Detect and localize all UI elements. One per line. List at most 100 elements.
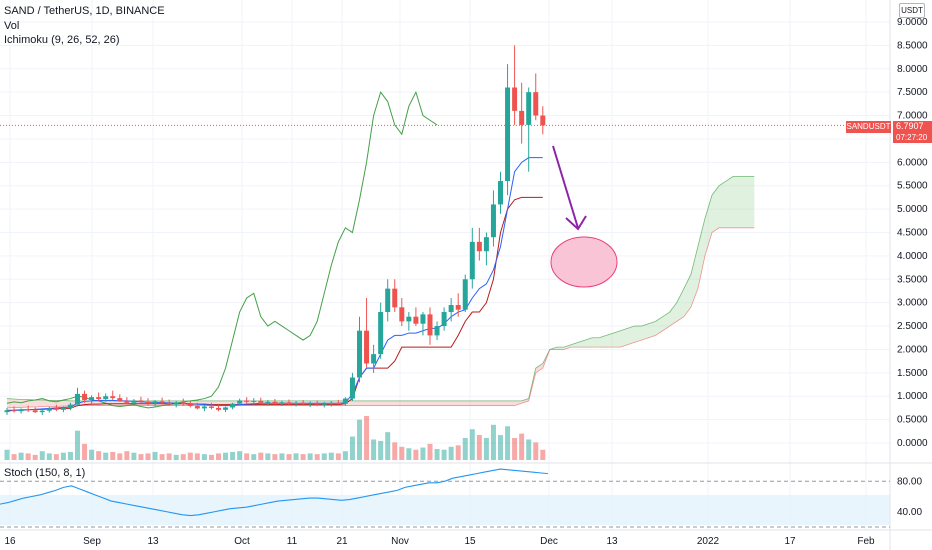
- y-tick-label: 2.0000: [897, 344, 928, 355]
- candle-body: [462, 279, 468, 310]
- cloud-segment: [422, 400, 430, 406]
- volume-bar: [194, 453, 200, 460]
- candle-body: [342, 398, 348, 404]
- y-tick-label: 8.0000: [897, 64, 928, 75]
- candle-body: [32, 410, 38, 413]
- candle-body: [251, 400, 257, 402]
- volume-bar: [187, 452, 193, 460]
- cloud-segment: [719, 181, 727, 228]
- volume-bar: [216, 453, 221, 460]
- candle-body: [46, 408, 52, 411]
- stoch-legend[interactable]: Stoch (150, 8, 1): [4, 467, 86, 479]
- volume-bar: [342, 451, 348, 460]
- x-tick-label: Sep: [83, 536, 101, 547]
- candle-body: [335, 402, 341, 404]
- ichimoku-legend[interactable]: Ichimoku (9, 26, 52, 26): [4, 34, 120, 46]
- candle-body: [540, 115, 546, 126]
- volume-bar: [286, 454, 292, 460]
- volume-bar: [152, 451, 158, 460]
- volume-bar: [328, 452, 334, 460]
- candle-body: [201, 406, 207, 409]
- volume-bar: [237, 451, 243, 460]
- y-tick-label: 1.0000: [897, 391, 928, 402]
- candle-body: [392, 288, 398, 308]
- volume-bar: [159, 454, 165, 460]
- volume-bar: [533, 442, 539, 460]
- volume-bar: [32, 454, 38, 460]
- cloud-segment: [437, 400, 445, 406]
- volume-bar: [357, 419, 362, 460]
- cloud-segment: [627, 326, 635, 345]
- cloud-segment: [571, 342, 579, 348]
- y-tick-label: 3.0000: [897, 298, 928, 309]
- x-tick-label: Oct: [234, 536, 250, 547]
- candle-body: [60, 407, 66, 410]
- candle-body: [498, 181, 503, 205]
- y-tick-label: 7.5000: [897, 87, 928, 98]
- candle-body: [357, 330, 362, 378]
- candle-body: [476, 241, 482, 252]
- volume-bar: [244, 453, 250, 460]
- stochastic-pane: 80.00 40.00: [0, 468, 922, 528]
- cloud-segment: [592, 337, 600, 348]
- candle-body: [152, 401, 158, 404]
- leading-span-b: [6, 227, 755, 409]
- volume-bar: [483, 438, 489, 460]
- cloud-segment: [387, 400, 395, 406]
- volume-bar: [364, 416, 370, 460]
- volume-bar: [166, 453, 172, 460]
- cloud-segment: [56, 400, 64, 407]
- cloud-segment: [458, 400, 466, 406]
- candle-body: [216, 407, 221, 410]
- annotations: [550, 145, 618, 288]
- y-tick-label: 0.5000: [897, 415, 928, 426]
- candle-body: [194, 406, 200, 409]
- volume-bar: [4, 449, 10, 460]
- candle-body: [103, 396, 109, 400]
- volume-bar: [490, 424, 496, 460]
- y-tick-label: 2.5000: [897, 321, 928, 332]
- candle-body: [82, 393, 88, 400]
- prediction-arrow: [552, 145, 579, 229]
- base-line: [7, 196, 543, 411]
- volume-bar: [46, 453, 52, 460]
- volume-bar: [540, 449, 546, 460]
- volume-bar: [75, 430, 80, 460]
- cloud-segment: [641, 323, 649, 341]
- candle-body: [406, 316, 412, 322]
- x-tick-label: 17: [784, 536, 796, 547]
- cloud-segment: [599, 335, 607, 348]
- volume-bar: [413, 449, 419, 460]
- volume-bars: [4, 416, 546, 460]
- x-tick-label: 15: [464, 536, 476, 547]
- cloud-segment: [726, 176, 734, 228]
- volume-bar: [96, 451, 102, 460]
- y-tick-label: 1.5000: [897, 368, 928, 379]
- volume-bar: [505, 426, 511, 460]
- candle-body: [385, 288, 391, 313]
- cloud-segment: [740, 176, 748, 228]
- y-tick-label: 6.0000: [897, 157, 928, 168]
- cloud-segment: [556, 347, 564, 350]
- volume-bar: [124, 451, 130, 460]
- chart-title[interactable]: SAND / TetherUS, 1D, BINANCE: [4, 5, 165, 17]
- ichimoku-lines: [6, 90, 543, 412]
- cloud-segment: [648, 321, 656, 338]
- volume-bar: [314, 454, 320, 460]
- cloud-segment: [465, 400, 473, 406]
- volume-bar: [208, 454, 214, 460]
- cloud-segment: [444, 400, 452, 406]
- candle-body: [505, 87, 511, 182]
- candle-body: [512, 87, 518, 111]
- candlesticks[interactable]: [4, 45, 546, 415]
- candle-body: [265, 401, 271, 403]
- y-tick-label: 8.5000: [897, 40, 928, 51]
- volume-bar: [349, 436, 355, 460]
- volume-bar: [89, 449, 95, 460]
- volume-bar: [251, 454, 257, 460]
- volume-bar: [223, 452, 229, 460]
- x-tick-label: Dec: [540, 536, 558, 547]
- currency-badge[interactable]: USDT: [899, 3, 925, 18]
- volume-legend[interactable]: Vol: [4, 20, 20, 32]
